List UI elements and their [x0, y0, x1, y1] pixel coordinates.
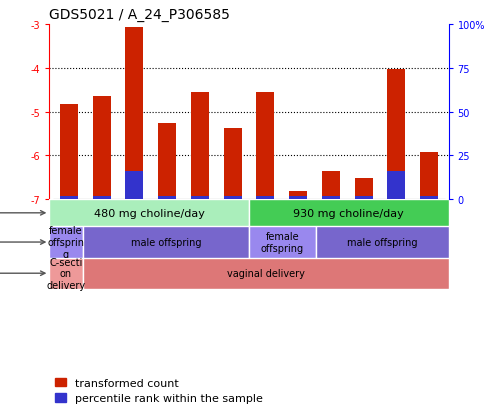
Text: male offspring: male offspring [131, 237, 201, 247]
Text: other: other [0, 268, 45, 278]
Bar [49, 200, 249, 227]
Text: GDS5021 / A_24_P306585: GDS5021 / A_24_P306585 [49, 8, 230, 22]
Bar [158, 196, 176, 200]
Bar [224, 129, 242, 200]
Bar [322, 196, 340, 200]
Legend: transformed count, percentile rank within the sample: transformed count, percentile rank withi… [55, 377, 263, 404]
Bar [249, 200, 449, 227]
Bar [420, 196, 438, 200]
Bar [256, 93, 274, 200]
Bar [49, 258, 83, 289]
Bar [420, 153, 438, 200]
Bar [191, 196, 209, 200]
Bar [354, 179, 373, 200]
Text: dose: dose [0, 208, 45, 218]
Bar [322, 171, 340, 200]
Bar [93, 97, 110, 200]
Bar [289, 196, 307, 200]
Bar [125, 172, 143, 200]
Bar [49, 227, 83, 258]
Text: C-secti
on
delivery: C-secti on delivery [46, 257, 85, 290]
Bar [224, 196, 242, 200]
Text: female
offsprin
g: female offsprin g [47, 226, 84, 259]
Text: vaginal delivery: vaginal delivery [227, 268, 305, 278]
Bar [256, 196, 274, 200]
Bar [60, 105, 78, 200]
Bar [83, 227, 249, 258]
Text: 480 mg choline/day: 480 mg choline/day [94, 208, 205, 218]
Bar [387, 172, 405, 200]
Bar [316, 227, 449, 258]
Bar [249, 227, 316, 258]
Bar [387, 69, 405, 200]
Text: gender: gender [0, 237, 45, 247]
Bar [354, 196, 373, 200]
Bar [158, 124, 176, 200]
Text: female
offspring: female offspring [261, 232, 304, 253]
Bar [191, 93, 209, 200]
Bar [60, 196, 78, 200]
Bar [93, 196, 110, 200]
Bar [125, 28, 143, 200]
Text: 930 mg choline/day: 930 mg choline/day [293, 208, 404, 218]
Text: male offspring: male offspring [347, 237, 418, 247]
Bar [289, 192, 307, 200]
